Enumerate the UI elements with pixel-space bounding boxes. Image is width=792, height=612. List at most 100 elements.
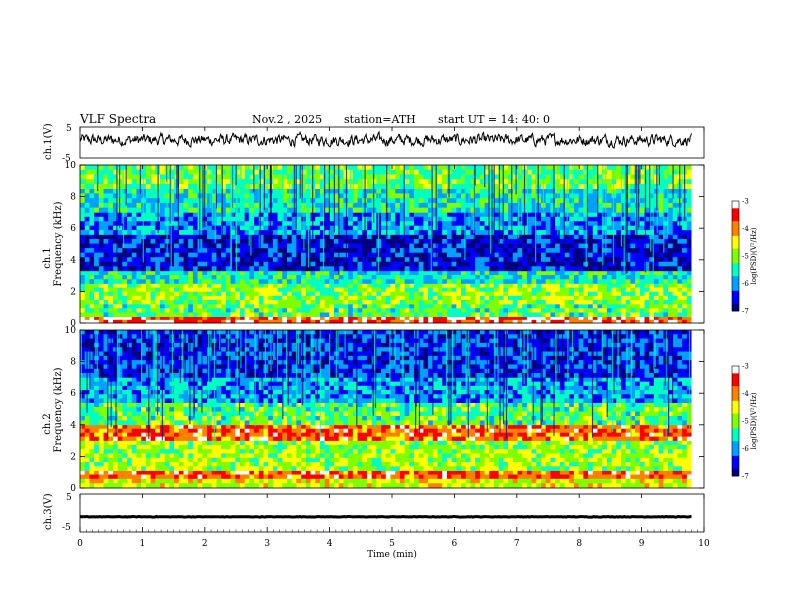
ch1-spec-cell xyxy=(169,179,175,185)
ch1-spectrogram-image xyxy=(80,165,704,324)
ch1-spec-cell xyxy=(178,225,184,231)
ch1-spec-cell xyxy=(145,304,151,309)
ch1-spec-cell xyxy=(296,188,302,194)
ch1-spec-cell xyxy=(451,239,457,244)
ch1-spec-cell xyxy=(244,202,250,208)
ch1-spec-cell xyxy=(672,198,678,204)
ch1-spec-cell xyxy=(588,212,594,218)
ch1-spec-cell xyxy=(366,319,372,324)
ch1-spec-cell xyxy=(686,234,692,240)
ch1-spec-cell xyxy=(649,221,655,226)
ch1-spec-cell xyxy=(677,275,683,280)
ch1-spec-cell xyxy=(451,221,457,226)
ch1-spec-cell xyxy=(348,291,354,297)
ch1-spec-cell xyxy=(395,230,401,235)
ch1-spec-cell xyxy=(550,266,556,272)
ch1-spec-cell xyxy=(225,174,231,180)
ch1-spec-cell xyxy=(108,257,114,263)
ch1-spec-cell xyxy=(263,270,269,276)
ch1-spec-cell xyxy=(324,230,330,235)
ch1-spec-cell xyxy=(244,165,250,171)
ch1-spec-cell xyxy=(183,304,189,309)
ch1-spec-cell xyxy=(263,316,269,321)
ch1-spec-cell xyxy=(192,207,198,213)
ch1-spec-cell xyxy=(103,279,109,284)
ch1-spec-cell xyxy=(202,312,208,317)
ch1-spec-cell xyxy=(658,312,664,317)
ch1-spec-cell xyxy=(686,230,692,235)
ch1-spec-cell xyxy=(145,212,151,218)
ch1-spec-cell xyxy=(390,212,396,218)
ch1-spec-cell xyxy=(470,308,476,313)
ch1-spec-cell xyxy=(564,312,570,317)
ch1-spec-cell xyxy=(122,287,128,293)
ch1-spec-cell xyxy=(183,287,189,293)
ch1-spec-cell xyxy=(409,225,415,231)
ch1-spec-cell xyxy=(94,248,100,253)
ch1-spec-cell xyxy=(282,279,288,284)
ch1-spec-cell xyxy=(136,169,142,175)
ch1-spec-cell xyxy=(606,275,612,280)
ch1-spec-cell xyxy=(409,230,415,235)
ch1-spec-cell xyxy=(334,266,340,272)
ch1-spec-cell xyxy=(348,207,354,213)
ch1-spec-cell xyxy=(616,266,622,272)
ch2-spec-cell xyxy=(117,478,123,484)
ch1-spec-cell xyxy=(230,243,236,249)
ch1-spec-cell xyxy=(282,291,288,297)
ch1-spec-cell xyxy=(174,287,180,293)
ch1-spec-cell xyxy=(225,243,231,249)
ch1-spec-cell xyxy=(475,179,481,185)
ch1-spec-cell xyxy=(498,283,504,288)
ch1-spec-cell xyxy=(686,183,692,189)
ch1-spec-cell xyxy=(254,257,260,263)
ch1-spec-cell xyxy=(550,243,556,249)
ch1-spec-cell xyxy=(150,243,156,249)
ch1-spec-cell xyxy=(456,266,462,272)
ch1-spec-cell xyxy=(526,216,532,222)
ch1-spec-cell xyxy=(348,312,354,317)
ch1-spec-cell xyxy=(428,239,434,244)
ch1-spec-cell xyxy=(588,266,594,272)
ch1-spec-cell xyxy=(263,283,269,288)
ch1-spec-cell xyxy=(686,216,692,222)
ch1-spec-cell xyxy=(385,179,391,185)
ch1-spec-cell xyxy=(169,291,175,297)
ch1-spec-cell xyxy=(663,304,669,309)
ch1-spec-cell xyxy=(188,316,194,321)
ch1-spec-cell xyxy=(192,239,198,244)
ch1-spec-cell xyxy=(258,299,264,305)
ch1-spec-cell xyxy=(630,248,636,253)
ch1-spec-cell xyxy=(668,266,673,272)
ch1-colorbar-cell xyxy=(732,285,739,288)
ch1-spec-cell xyxy=(277,291,283,297)
ch1-spec-cell xyxy=(188,275,194,280)
ch1-spec-cell xyxy=(338,174,344,180)
ch1-spec-cell xyxy=(301,312,307,317)
ch1-spec-cell xyxy=(343,291,349,297)
ch1-spec-cell xyxy=(230,261,236,267)
ch1-spec-cell xyxy=(145,257,151,263)
ch1-spec-cell xyxy=(390,312,396,317)
ch1-spec-cell xyxy=(409,234,415,240)
ch1-spec-cell xyxy=(550,261,556,267)
ch1-spec-cell xyxy=(376,316,382,321)
ch1-spec-cell xyxy=(517,291,523,297)
ch1-spec-cell xyxy=(164,316,170,321)
ch1-spec-cell xyxy=(319,308,325,313)
ch1-spec-cell xyxy=(103,179,109,185)
ch1-spec-cell xyxy=(254,239,260,244)
ch1-spec-cell xyxy=(597,283,603,288)
ch1-spec-cell xyxy=(112,183,118,189)
ch1-spec-cell xyxy=(296,179,302,185)
ch1-spec-cell xyxy=(682,275,688,280)
ch1-spec-cell xyxy=(531,275,537,280)
ch1-spec-cell xyxy=(150,165,156,171)
ch1-spec-cell xyxy=(404,221,410,226)
ch1-spec-cell xyxy=(334,319,340,324)
ch1-spec-cell xyxy=(216,225,222,231)
ch1-spec-cell xyxy=(122,179,128,185)
ch1-spec-cell xyxy=(663,212,669,218)
ch1-spec-cell xyxy=(465,283,471,288)
ch1-spec-cell xyxy=(616,275,622,280)
